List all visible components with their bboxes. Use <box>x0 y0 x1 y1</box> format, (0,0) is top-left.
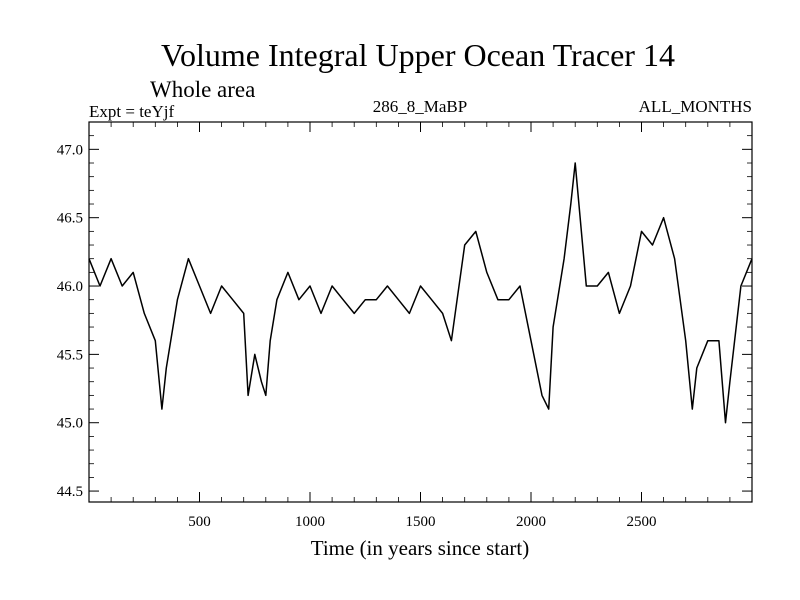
chart-subtitle: Whole area <box>150 77 255 102</box>
y-tick-label: 46.5 <box>57 211 83 227</box>
period-label: 286_8_MaBP <box>373 97 467 116</box>
x-tick-label: 2000 <box>516 514 546 530</box>
experiment-label: Expt = teYjf <box>89 102 174 121</box>
x-tick-label: 500 <box>188 514 211 530</box>
y-tick-label: 44.5 <box>57 484 83 500</box>
x-axis-label: Time (in years since start) <box>311 536 530 560</box>
y-tick-label: 45.5 <box>57 347 83 363</box>
x-tick-label: 1000 <box>295 514 325 530</box>
axis-ticks <box>89 121 752 502</box>
chart-title: Volume Integral Upper Ocean Tracer 14 <box>161 37 675 73</box>
y-tick-label: 45.0 <box>57 416 83 432</box>
y-tick-label: 47.0 <box>57 142 83 158</box>
y-tick-label: 46.0 <box>57 279 83 295</box>
x-tick-labels: 500 1000 1500 2000 2500 <box>188 514 656 530</box>
data-series-line <box>88 162 753 424</box>
plot-frame <box>88 121 753 503</box>
x-tick-label: 1500 <box>406 514 436 530</box>
y-tick-labels: 44.5 45.0 45.5 46.0 46.5 47.0 <box>57 142 83 500</box>
months-label: ALL_MONTHS <box>639 97 752 116</box>
x-tick-label: 2500 <box>627 514 657 530</box>
